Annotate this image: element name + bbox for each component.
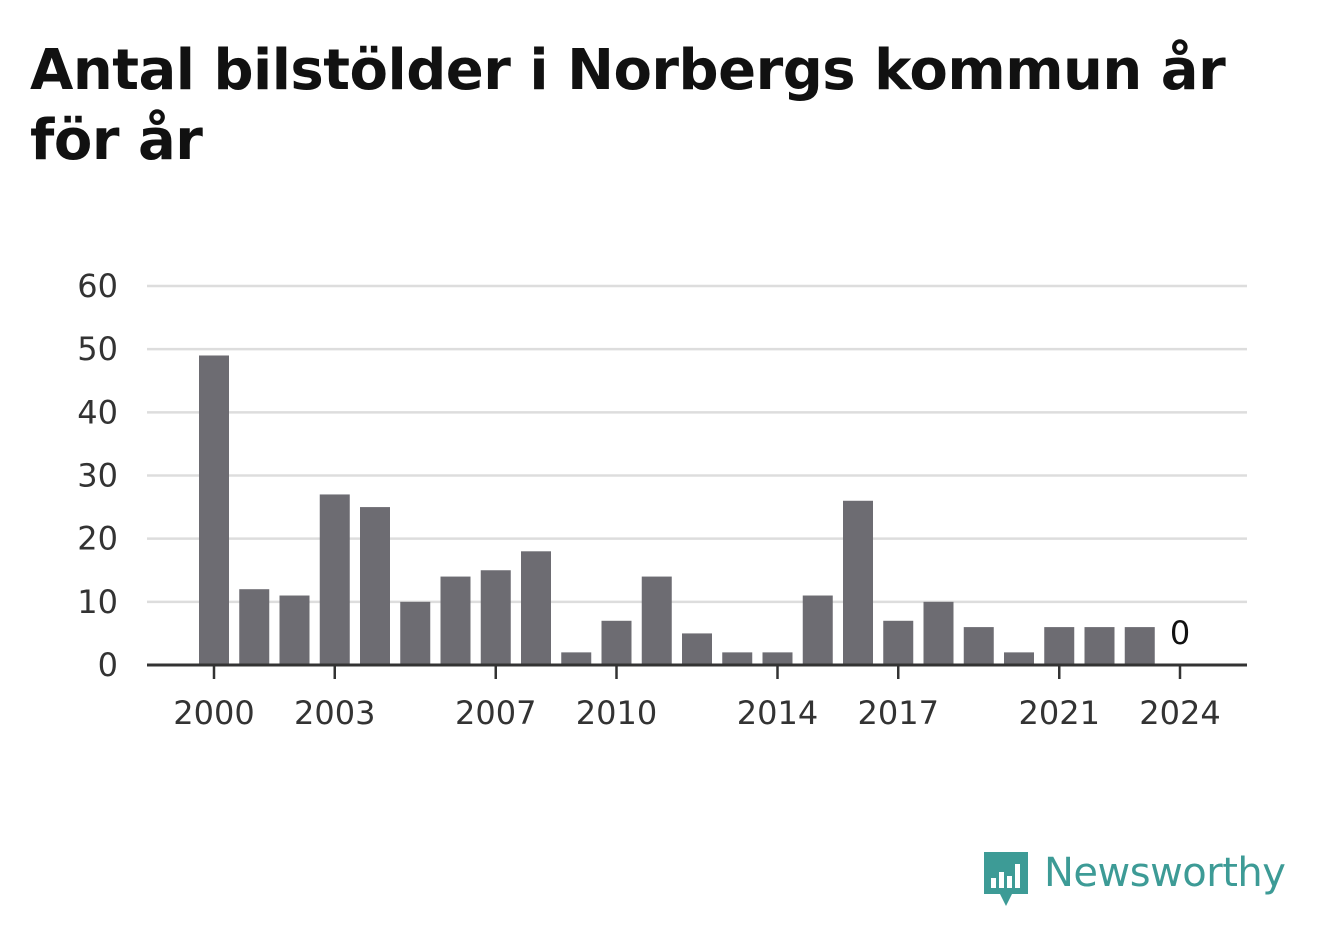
y-tick-label: 40 — [77, 393, 118, 431]
newsworthy-logo-icon — [984, 852, 1028, 906]
bar — [279, 595, 310, 665]
bar — [641, 576, 672, 665]
bar — [963, 627, 994, 665]
bar — [802, 595, 833, 665]
x-tick-label: 2007 — [455, 694, 536, 732]
y-axis-tick-labels: 0 10 20 30 40 50 60 — [77, 267, 118, 684]
gridlines — [147, 284, 1247, 604]
bar — [1044, 627, 1075, 665]
bar — [883, 620, 914, 665]
x-tick-label: 2024 — [1139, 694, 1220, 732]
bar — [561, 652, 592, 665]
bar — [682, 633, 712, 665]
x-tick-label: 2000 — [173, 694, 254, 732]
y-tick-label: 0 — [98, 646, 118, 684]
bar — [521, 551, 551, 665]
data-label: 0 — [1170, 614, 1190, 652]
bar — [1124, 627, 1155, 665]
y-tick-label: 10 — [77, 583, 118, 621]
bar — [601, 620, 632, 665]
y-tick-label: 20 — [77, 520, 118, 558]
y-tick-label: 30 — [77, 457, 118, 495]
bar — [1084, 627, 1115, 665]
bars — [199, 355, 1155, 665]
x-tick-label: 2017 — [858, 694, 939, 732]
bar — [762, 652, 793, 665]
bar — [480, 570, 511, 665]
x-tick-label: 2021 — [1019, 694, 1100, 732]
bar — [239, 589, 270, 665]
x-tick-label: 2010 — [576, 694, 657, 732]
bar — [923, 601, 954, 665]
x-axis — [147, 663, 1247, 679]
bar — [440, 576, 471, 665]
bar — [360, 507, 390, 665]
bar — [400, 601, 431, 665]
annotations: 0 — [1170, 614, 1190, 652]
x-axis-tick-labels: 2000 2003 2007 2010 2014 2017 2021 2024 — [173, 694, 1220, 732]
bar — [199, 355, 229, 665]
bar — [1004, 652, 1034, 665]
y-tick-label: 50 — [77, 330, 118, 368]
y-tick-label: 60 — [77, 267, 118, 305]
bar — [722, 652, 753, 665]
bar — [319, 494, 350, 665]
bar — [843, 500, 873, 665]
newsworthy-brand: Newsworthy — [982, 850, 1286, 910]
x-tick-label: 2003 — [294, 694, 375, 732]
brand-name: Newsworthy — [1044, 850, 1286, 896]
x-tick-label: 2014 — [737, 694, 818, 732]
chart-title: Antal bilstölder i Norbergs kommun år fö… — [30, 38, 1226, 173]
